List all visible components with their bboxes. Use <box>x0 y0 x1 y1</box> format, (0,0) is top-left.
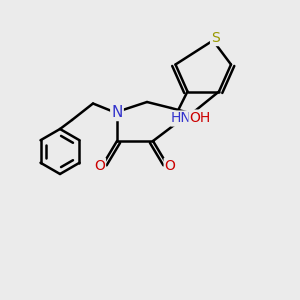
Text: HN: HN <box>171 112 192 125</box>
Text: OH: OH <box>190 111 211 124</box>
Text: O: O <box>94 159 105 173</box>
Text: O: O <box>165 159 176 173</box>
Text: N: N <box>111 105 123 120</box>
Text: S: S <box>211 31 220 45</box>
